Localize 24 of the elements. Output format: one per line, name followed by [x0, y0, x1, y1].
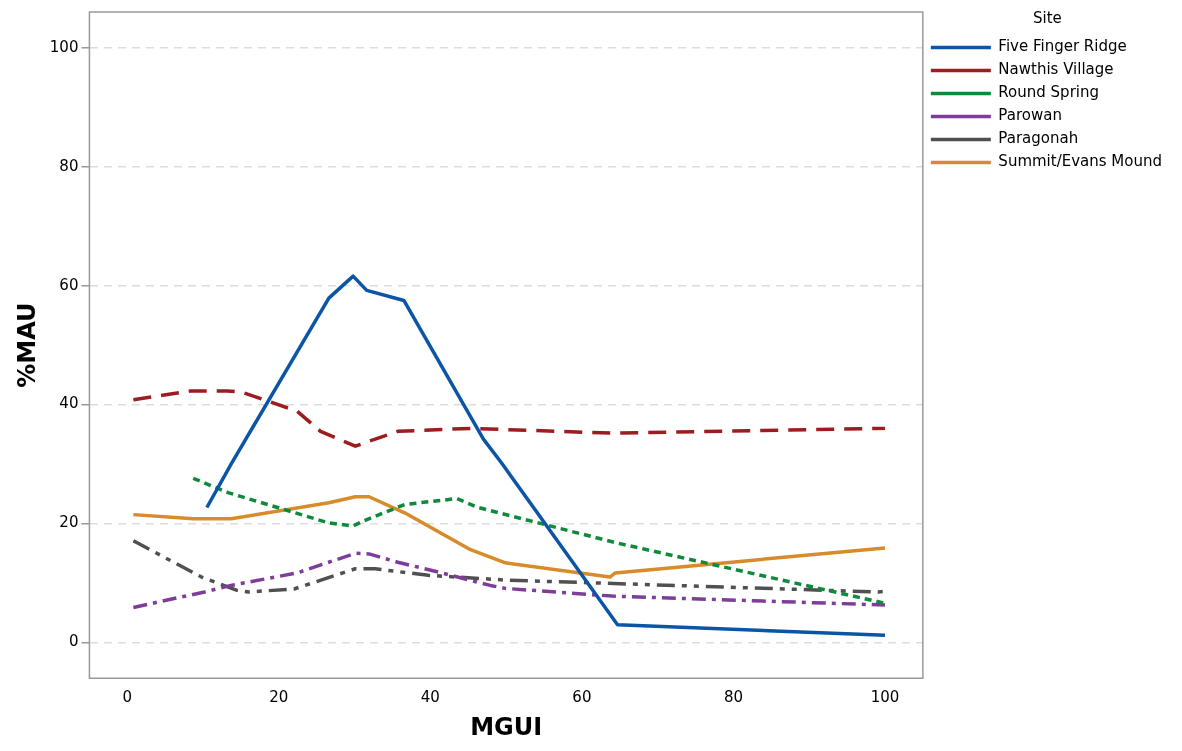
legend-label: Five Finger Ridge [998, 37, 1127, 56]
y-tick-label: 40 [59, 394, 79, 413]
y-tick-label: 100 [49, 37, 79, 56]
y-tick-label: 80 [59, 156, 79, 175]
y-tick-label: 60 [59, 275, 79, 294]
y-tick-label: 0 [68, 632, 79, 651]
x-tick-label: 40 [420, 688, 440, 707]
line-series [191, 476, 887, 605]
legend-label: Round Spring [998, 83, 1099, 102]
line-series [131, 389, 887, 448]
y-tick-label: 20 [59, 513, 79, 532]
x-tick-label: 20 [269, 688, 289, 707]
y-axis-title: %MAU [12, 302, 41, 388]
x-tick-label: 60 [572, 688, 592, 707]
legend-label: Nawthis Village [998, 60, 1114, 79]
x-tick-label: 80 [723, 688, 743, 707]
legend-title: Site [1033, 9, 1062, 28]
line-series [131, 551, 887, 610]
x-tick-label: 100 [870, 688, 900, 707]
x-axis-title: MGUI [470, 712, 543, 741]
legend-label: Summit/Evans Mound [998, 152, 1163, 171]
legend-label: Parowan [998, 106, 1062, 125]
x-tick-label: 0 [122, 688, 133, 707]
legend-label: Paragonah [998, 129, 1079, 148]
